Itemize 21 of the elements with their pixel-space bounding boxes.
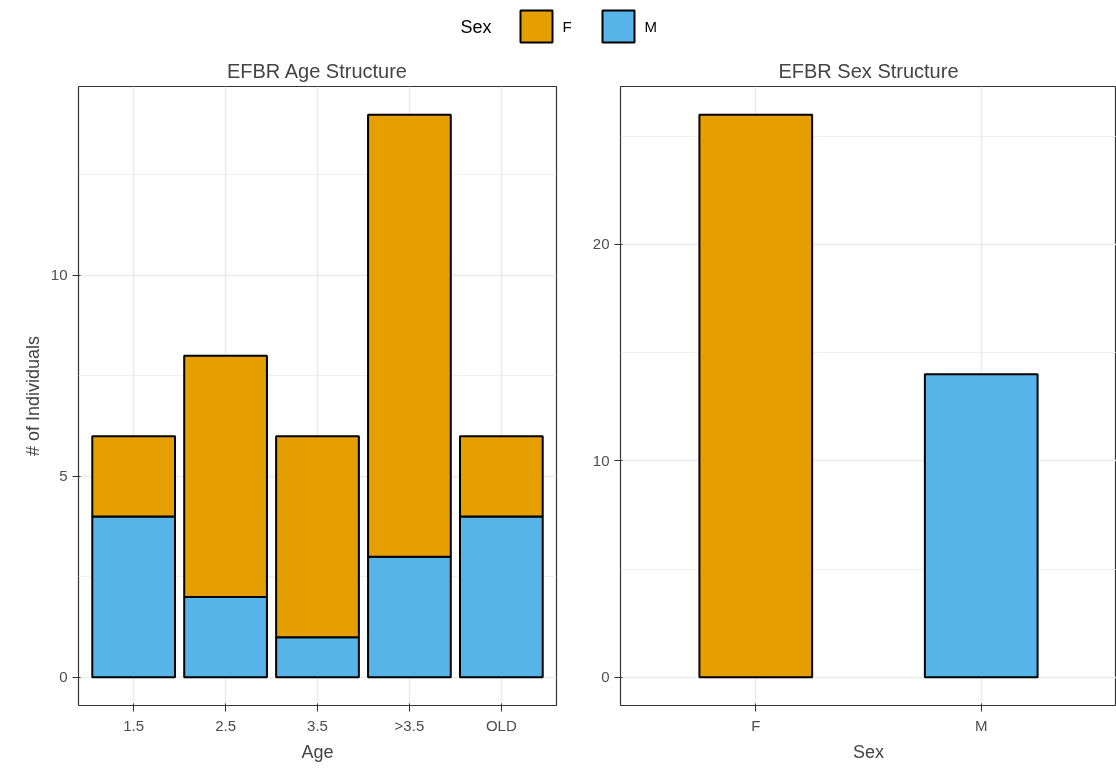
y-tick-label: 0 — [59, 668, 68, 686]
y-tick-label: 20 — [592, 235, 610, 253]
x-axis-title: Age — [301, 741, 334, 762]
y-tick-label: 5 — [59, 467, 68, 485]
legend-title: Sex — [460, 16, 492, 37]
x-tick-label: 3.5 — [307, 716, 328, 734]
x-tick-label: OLD — [485, 716, 517, 734]
legend-label: M — [644, 18, 657, 35]
x-tick-label: >3.5 — [394, 716, 425, 734]
y-tick-label: 0 — [601, 668, 610, 686]
chart-title: EFBR Age Structure — [226, 59, 407, 82]
y-axis-title: # of Individuals — [22, 335, 43, 457]
legend-label: F — [562, 18, 572, 35]
x-tick-label: M — [974, 716, 988, 734]
x-tick-label: 1.5 — [123, 716, 145, 734]
x-tick-label: 2.5 — [215, 716, 237, 734]
x-axis-title: Sex — [852, 741, 885, 762]
chart-title: EFBR Sex Structure — [778, 59, 959, 82]
x-tick-label: F — [751, 716, 761, 734]
y-tick-label: 10 — [592, 451, 610, 469]
y-tick-label: 10 — [50, 266, 68, 284]
